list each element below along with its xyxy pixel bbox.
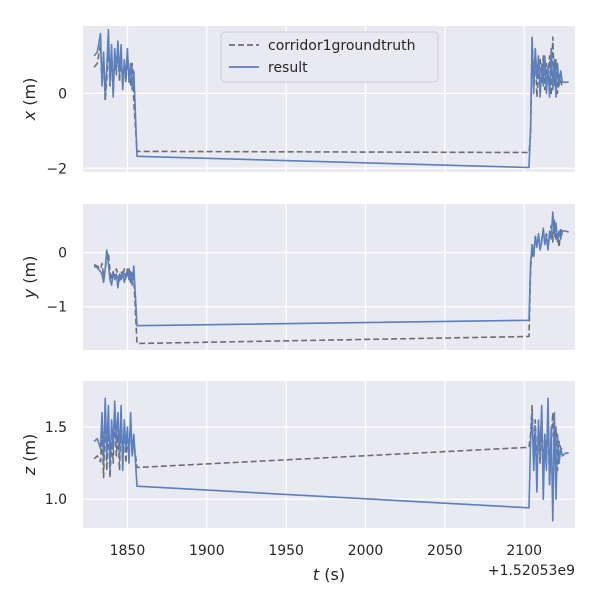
x-tick-label: 2000 xyxy=(348,543,384,559)
x-tick-label: 1950 xyxy=(268,543,304,559)
y-tick-label: −2 xyxy=(46,161,67,177)
panel-z: 1.0 1.5 z (m) xyxy=(20,381,575,528)
x-offset-text: +1.52053e9 xyxy=(488,563,575,579)
series-result-y xyxy=(93,211,569,327)
legend-box xyxy=(220,31,439,83)
y-tick-label: 0 xyxy=(58,86,67,102)
series-result-x xyxy=(93,28,569,169)
series-corridor1groundtruth-x xyxy=(93,36,564,154)
y-tick-label: 1.5 xyxy=(45,420,67,436)
legend-label-corridor1groundtruth: corridor1groundtruth xyxy=(268,38,416,54)
panels-layer: 0 −2 x (m) 0 −1 y (m) 1.0 1.5 z (m) xyxy=(20,26,575,528)
x-tick-label: 1900 xyxy=(189,543,225,559)
y-tick-label: 0 xyxy=(58,246,67,262)
y-axis-label-y: y (m) xyxy=(20,256,39,300)
y-tick-label: 1.0 xyxy=(45,492,67,508)
x-tick-label: 2100 xyxy=(506,543,542,559)
x-axis: 1850 1900 1950 2000 2050 2100 +1.52053e9 t (s) xyxy=(110,543,575,584)
legend-label-result: result xyxy=(268,60,308,76)
legend: corridor1groundtruth result xyxy=(220,31,439,83)
y-tick-label: −1 xyxy=(46,300,67,316)
panel-y: 0 −1 y (m) xyxy=(20,204,575,350)
panel-z-background xyxy=(83,381,575,528)
x-tick-label: 1850 xyxy=(110,543,146,559)
y-axis-label-x: x (m) xyxy=(20,78,39,122)
x-tick-label: 2050 xyxy=(427,543,463,559)
panel-y-background xyxy=(83,204,575,350)
y-axis-label-z: z (m) xyxy=(20,434,39,477)
series-result-z xyxy=(93,397,569,522)
x-axis-label: t (s) xyxy=(313,565,345,584)
